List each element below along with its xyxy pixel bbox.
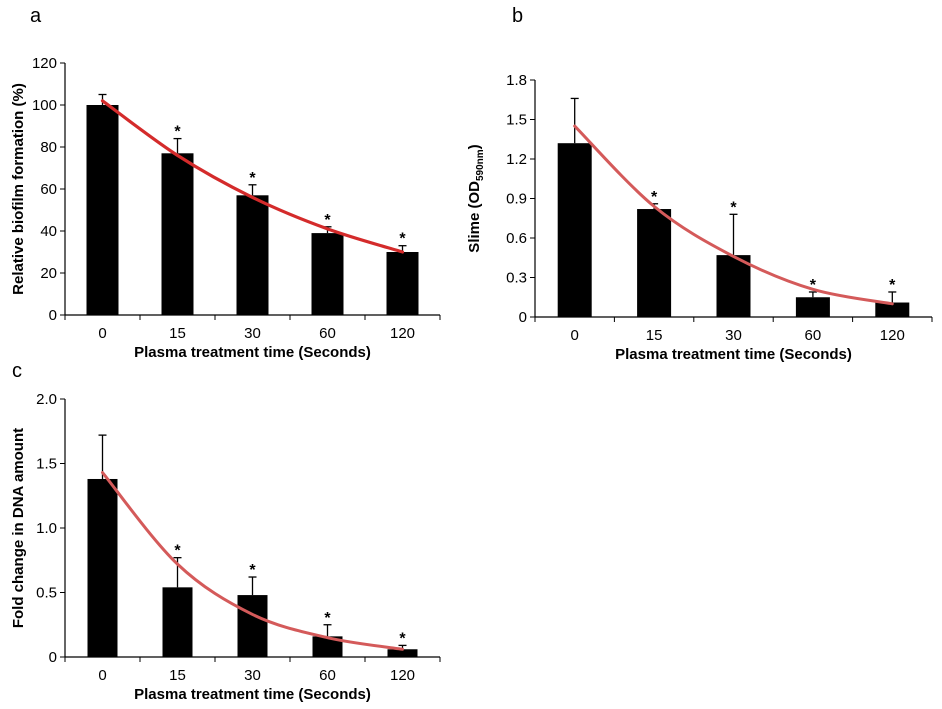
- significance-marker-15: *: [174, 543, 181, 560]
- chart-panel-a: a 0 20 40 60 80 100 120 0 * 15 * 30 * 60 * 120 Plasma tre…: [0, 0, 470, 361]
- x-axis-label: Plasma treatment time (Seconds): [615, 346, 852, 363]
- y-tick-label: 40: [40, 223, 57, 240]
- x-tick-label-30: 30: [725, 327, 742, 344]
- significance-marker-60: *: [324, 610, 331, 627]
- bar-120: [875, 302, 910, 317]
- chart-panel-b: b 0 0.3 0.6 0.9 1.2 1.5 1.8 0 * 15 * 30 * 60 * 120 Plasma…: [460, 0, 940, 380]
- y-tick-label: 60: [40, 181, 57, 198]
- y-tick-label: 100: [32, 97, 57, 114]
- x-axis-label: Plasma treatment time (Seconds): [134, 344, 371, 361]
- x-tick-label-60: 60: [805, 327, 822, 344]
- y-tick-label: 0: [49, 649, 57, 666]
- y-tick-label: 0: [49, 307, 57, 324]
- x-tick-label-120: 120: [390, 667, 415, 684]
- panel-label-a: a: [30, 5, 42, 27]
- x-tick-label-15: 15: [646, 327, 663, 344]
- significance-marker-120: *: [889, 277, 896, 294]
- fit-curve-c: [101, 471, 404, 651]
- fit-curve-b: [573, 124, 894, 306]
- significance-marker-15: *: [174, 124, 181, 141]
- y-tick-label: 80: [40, 139, 57, 156]
- x-tick-label-0: 0: [98, 667, 106, 684]
- x-tick-label-15: 15: [169, 325, 186, 342]
- significance-marker-120: *: [399, 231, 406, 248]
- bar-60: [795, 297, 830, 317]
- y-tick-label: 1.8: [506, 72, 527, 89]
- chart-c-svg: c 0 0.5 1.0 1.5 2.0 0 * 15 * 30 * 60 * 120 Plasma treat…: [10, 360, 441, 703]
- chart-b-svg: b 0 0.3 0.6 0.9 1.2 1.5 1.8 0 * 15 * 30 * 60 * 120 Plasma…: [466, 5, 933, 363]
- significance-marker-30: *: [730, 199, 737, 216]
- chart-a-svg: a 0 20 40 60 80 100 120 0 * 15 * 30 * 60 * 120 Plasma tre…: [10, 5, 441, 361]
- significance-marker-30: *: [249, 562, 256, 579]
- y-tick-label: 1.2: [506, 151, 527, 168]
- y-axis-label: Relative biofilm formation (%): [10, 83, 27, 295]
- y-tick-label: 0.6: [506, 230, 527, 247]
- y-tick-label: 120: [32, 55, 57, 72]
- x-tick-label-30: 30: [244, 325, 261, 342]
- y-axis-label-close: ): [466, 144, 483, 149]
- y-axis-label: Fold change in DNA amount: [10, 428, 27, 628]
- x-tick-label-120: 120: [390, 325, 415, 342]
- significance-marker-15: *: [651, 189, 658, 206]
- x-tick-label-60: 60: [319, 667, 336, 684]
- x-tick-label-15: 15: [169, 667, 186, 684]
- significance-marker-60: *: [810, 277, 817, 294]
- bar-15: [162, 587, 193, 657]
- x-tick-label-60: 60: [319, 325, 336, 342]
- bar-0: [557, 143, 592, 317]
- x-axis-label: Plasma treatment time (Seconds): [134, 686, 371, 703]
- x-tick-label-30: 30: [244, 667, 261, 684]
- x-tick-label-120: 120: [880, 327, 905, 344]
- bar-30: [236, 195, 269, 315]
- panel-label-b: b: [512, 5, 523, 27]
- significance-marker-120: *: [399, 630, 406, 647]
- x-tick-label-0: 0: [571, 327, 579, 344]
- significance-marker-30: *: [249, 170, 256, 187]
- y-tick-label: 0: [519, 309, 527, 326]
- y-tick-label: 0.5: [36, 585, 57, 602]
- panel-label-c: c: [12, 360, 22, 382]
- bar-120: [386, 252, 419, 315]
- y-axis-label: Slime (OD590nm): [466, 144, 486, 252]
- bar-0: [86, 105, 119, 315]
- y-tick-label: 1.5: [506, 112, 527, 129]
- y-tick-label: 2.0: [36, 391, 57, 408]
- y-tick-label: 1.0: [36, 520, 57, 537]
- bar-30: [237, 595, 268, 657]
- bar-120: [387, 649, 418, 657]
- fit-curve-a: [100, 99, 405, 254]
- y-tick-label: 20: [40, 265, 57, 282]
- y-tick-label: 0.9: [506, 191, 527, 208]
- significance-marker-60: *: [324, 212, 331, 229]
- y-axis-label-main: Slime (OD: [466, 181, 483, 253]
- bar-60: [312, 636, 343, 657]
- y-tick-label: 0.3: [506, 270, 527, 287]
- bar-15: [161, 153, 194, 315]
- bar-30: [716, 255, 751, 317]
- bar-60: [311, 233, 344, 315]
- bar-0: [87, 478, 118, 657]
- bar-15: [637, 209, 672, 317]
- y-axis-label-subscript: 590nm: [475, 149, 486, 181]
- y-tick-label: 1.5: [36, 456, 57, 473]
- chart-panel-c: c 0 0.5 1.0 1.5 2.0 0 * 15 * 30 * 60 * 120 Plasma treat…: [0, 355, 470, 709]
- x-tick-label-0: 0: [98, 325, 106, 342]
